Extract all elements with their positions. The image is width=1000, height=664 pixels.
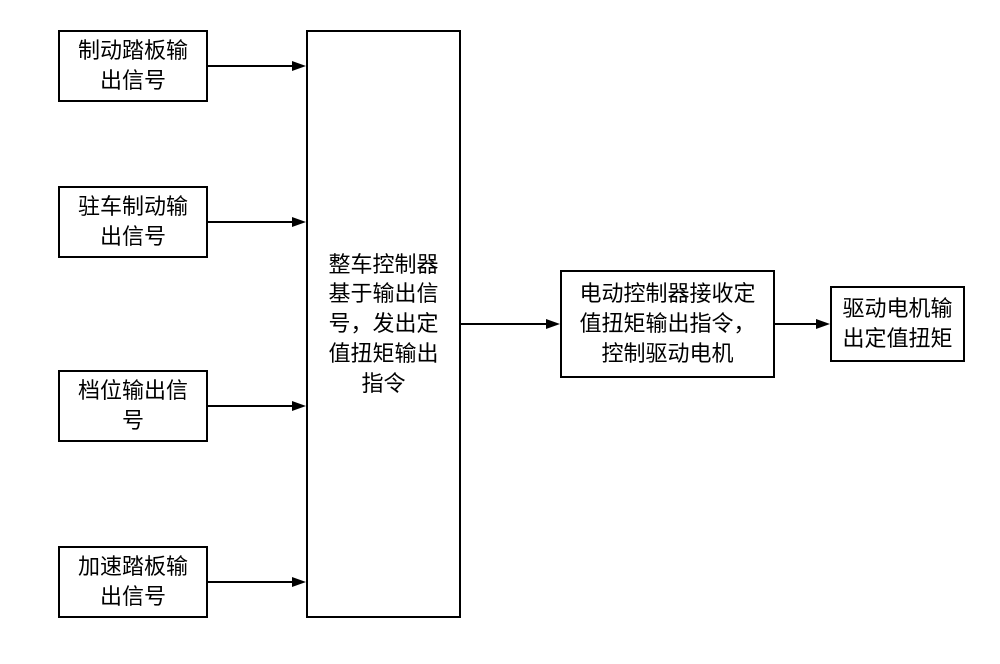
diagram-canvas: 制动踏板输出信号 驻车制动输出信号 档位输出信号 加速踏板输出信号 整车控制器基… [0, 0, 1000, 664]
box-label: 电动控制器接收定值扭矩输出指令，控制驱动电机 [579, 279, 755, 368]
box-motor-controller: 电动控制器接收定值扭矩输出指令，控制驱动电机 [560, 270, 775, 378]
box-parking-brake-signal: 驻车制动输出信号 [58, 186, 208, 258]
box-label: 档位输出信号 [78, 376, 188, 435]
box-label: 驻车制动输出信号 [78, 192, 188, 251]
box-gear-signal: 档位输出信号 [58, 370, 208, 442]
box-drive-motor: 驱动电机输出定值扭矩 [830, 286, 965, 362]
box-label: 整车控制器基于输出信号，发出定值扭矩输出指令 [328, 250, 438, 398]
box-brake-pedal-signal: 制动踏板输出信号 [58, 30, 208, 102]
box-label: 驱动电机输出定值扭矩 [842, 294, 952, 353]
box-label: 制动踏板输出信号 [78, 36, 188, 95]
box-label: 加速踏板输出信号 [78, 552, 188, 611]
box-accel-pedal-signal: 加速踏板输出信号 [58, 546, 208, 618]
box-vehicle-controller: 整车控制器基于输出信号，发出定值扭矩输出指令 [306, 30, 461, 618]
